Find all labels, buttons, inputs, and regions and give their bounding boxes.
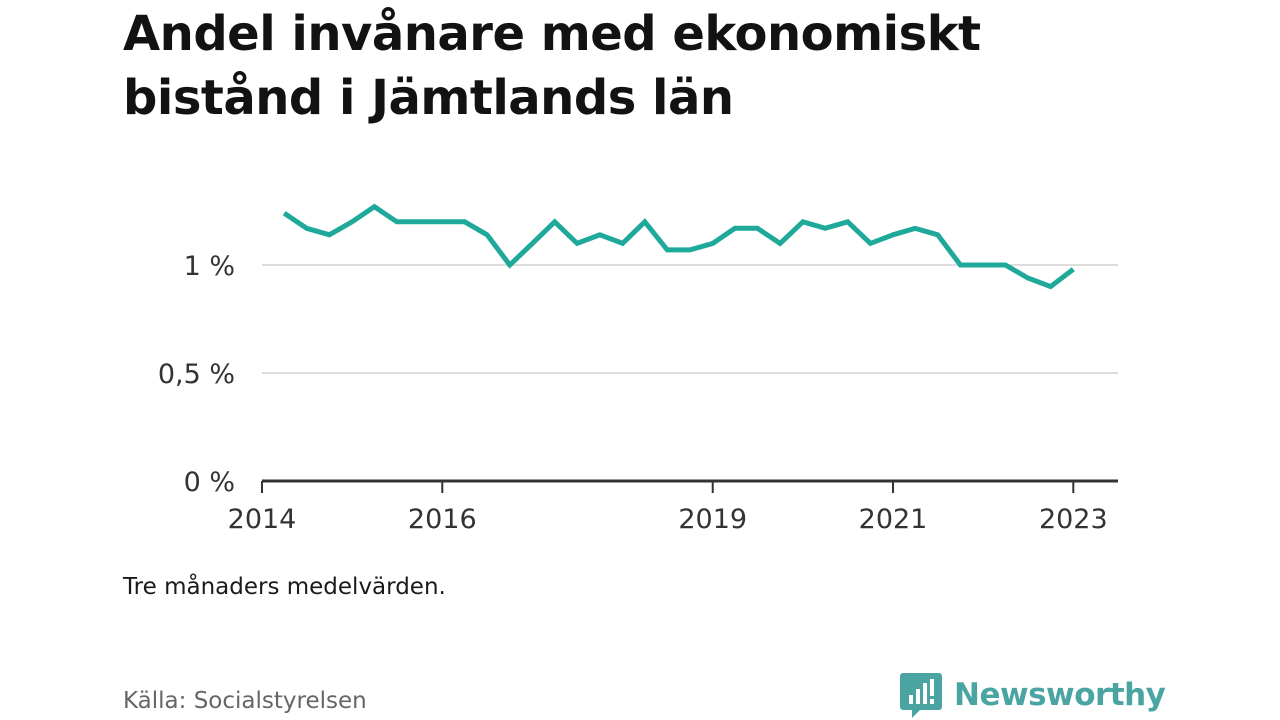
x-tick-label: 2019 (678, 504, 747, 535)
chart-title: Andel invånare med ekonomiskt bistånd i … (123, 6, 981, 126)
chart-note: Tre månaders medelvärden. (123, 574, 446, 600)
x-tick-label: 2014 (228, 504, 297, 535)
x-tick-label: 2023 (1039, 504, 1108, 535)
bar-chart-speech-bubble-icon (900, 673, 942, 718)
brand-name: Newsworthy (954, 677, 1166, 713)
brand-logo: Newsworthy (900, 670, 1166, 720)
series-line (282, 203, 1075, 290)
y-tick-label: 0 % (184, 467, 235, 498)
x-tick-label: 2021 (859, 504, 928, 535)
source-label: Källa: Socialstyrelsen (123, 688, 367, 714)
y-tick-label: 1 % (184, 251, 235, 282)
x-tick-label: 2016 (408, 504, 477, 535)
y-tick-label: 0,5 % (158, 359, 235, 390)
